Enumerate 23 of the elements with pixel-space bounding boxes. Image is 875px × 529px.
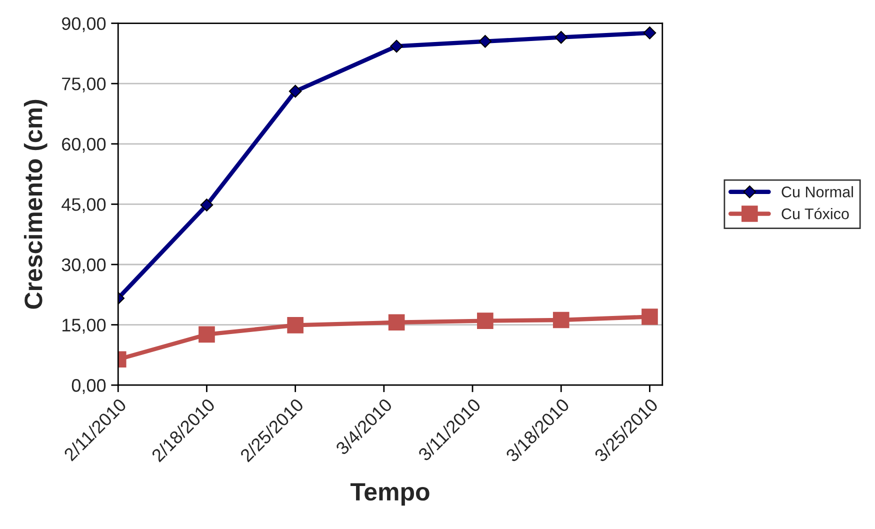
x-axis-title: Tempo [350, 483, 430, 506]
y-tick-label: 15,00 [62, 318, 106, 334]
y-tick-label: 0,00 [72, 379, 106, 394]
legend-label: Cu Tóxico [782, 208, 849, 220]
point [552, 312, 570, 328]
y-tick-label: 60,00 [62, 138, 106, 153]
point [390, 40, 403, 53]
point [478, 34, 492, 48]
point [388, 314, 405, 331]
y-tick-label: 75,00 [62, 78, 106, 92]
y-tick-label: 30,00 [62, 258, 106, 274]
point [198, 326, 215, 343]
point [200, 198, 214, 212]
legend-label: Cu Normal [782, 186, 853, 198]
point [643, 26, 656, 40]
y-axis-title: Crescimento (cm) [24, 100, 48, 309]
y-tick-label: 90,00 [62, 17, 106, 32]
point [287, 317, 304, 334]
point [642, 308, 658, 325]
y-tick-label: 45,00 [62, 198, 106, 214]
point [554, 30, 568, 44]
point [288, 84, 302, 98]
point [477, 312, 494, 329]
